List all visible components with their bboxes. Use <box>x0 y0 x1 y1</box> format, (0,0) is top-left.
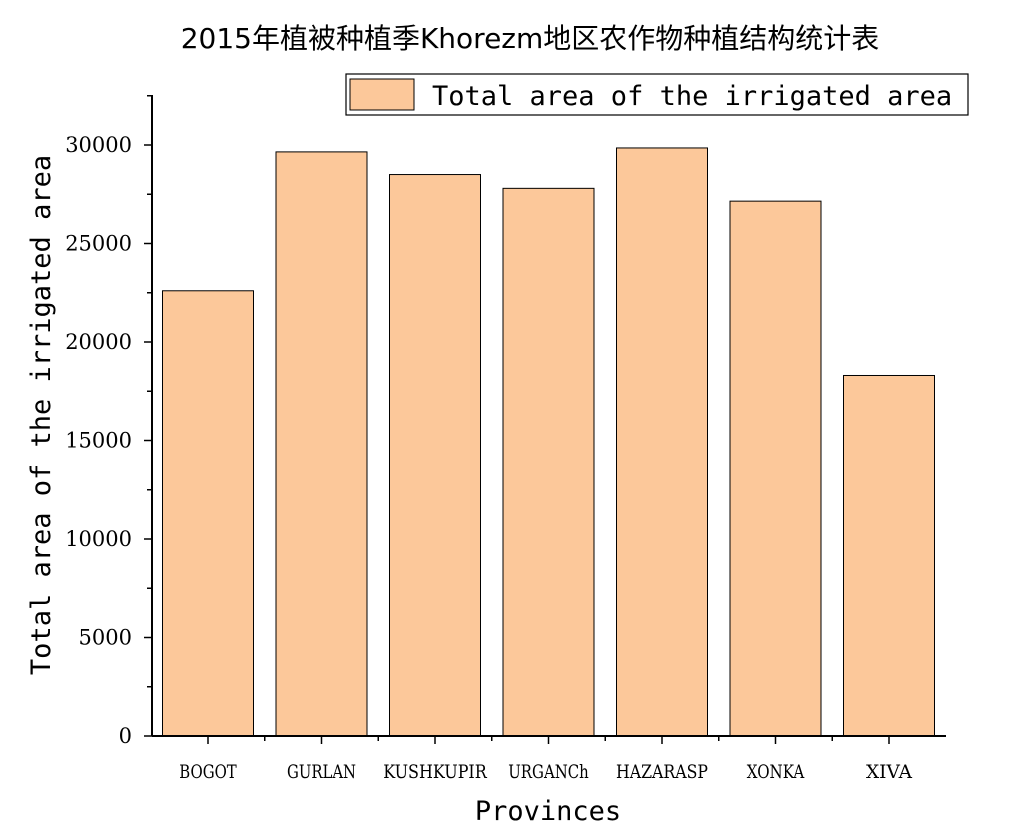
chart-title: 2015年植被种植季Khorezm地区农作物种植结构统计表 <box>181 22 880 55</box>
x-tick-label: HAZARASP <box>616 761 708 783</box>
legend-label: Total area of the irrigated area <box>432 81 952 112</box>
x-tick-label: KUSHKUPIR <box>383 761 487 783</box>
y-axis-label: Total area of the irrigated area <box>26 155 57 675</box>
legend-box <box>345 73 969 116</box>
x-axis-label: Provinces <box>475 796 621 827</box>
legend-swatch <box>349 78 415 111</box>
x-tick-label: XIVA <box>866 761 912 783</box>
y-tick-label: 20000 <box>65 330 132 354</box>
bar-xonka <box>729 200 822 737</box>
x-tick-label: URGANCh <box>508 761 589 783</box>
y-tick-label: 15000 <box>65 429 132 453</box>
bar-bogot <box>162 290 254 737</box>
bar-urganch <box>502 187 595 737</box>
legend: Total area of the irrigated area <box>345 73 969 116</box>
bar-kushkupir <box>389 174 481 737</box>
bar-gurlan <box>275 151 368 737</box>
y-tick-label: 5000 <box>79 626 132 650</box>
x-tick-label: XONKA <box>747 761 805 783</box>
bar-hazarasp <box>616 147 708 737</box>
x-tick-label: GURLAN <box>287 761 356 783</box>
y-tick-label: 0 <box>119 724 132 748</box>
y-tick-label: 25000 <box>65 232 132 256</box>
y-tick-label: 30000 <box>65 133 132 157</box>
y-tick-label: 10000 <box>65 527 132 551</box>
bars-group <box>162 147 935 737</box>
x-ticks-group: BOGOT GURLAN KUSHKUPIR URGANCh HAZARASP XONKA… <box>179 736 912 783</box>
y-ticks-group: 0 5000 10000 15000 20000 25000 30000 <box>65 95 152 748</box>
x-tick-label: BOGOT <box>179 761 237 783</box>
bar-xiva <box>843 374 935 737</box>
